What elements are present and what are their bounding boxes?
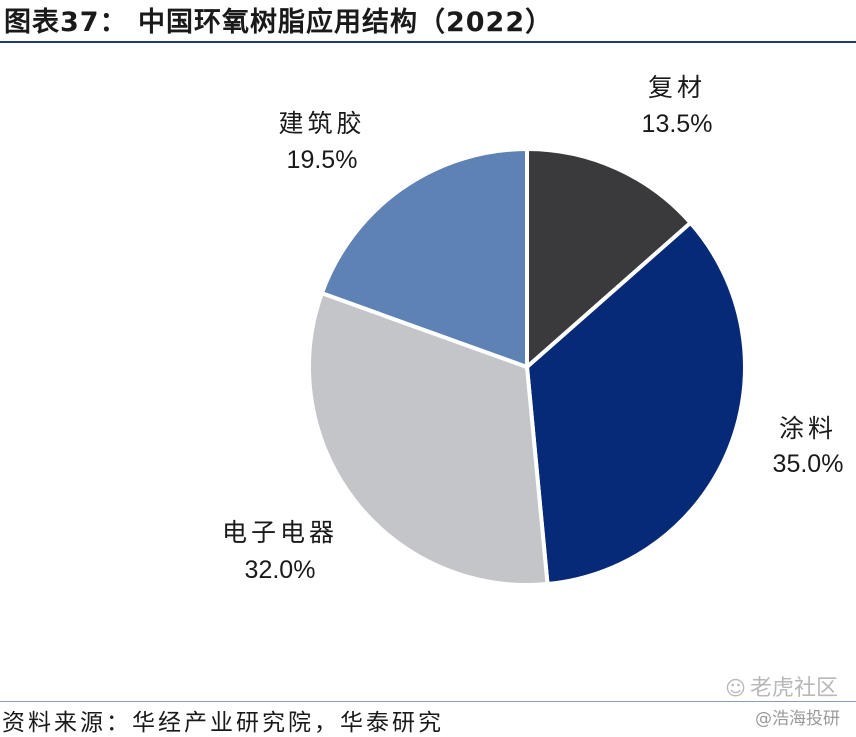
pie-slice-3 (307, 291, 550, 587)
slice-value-label: 13.5% (642, 110, 713, 138)
pie-slices (307, 147, 747, 587)
watermark-brand-text: 老虎社区 (749, 676, 838, 701)
slice-name-label: 建筑胶 (278, 109, 365, 138)
slice-value-label: 19.5% (287, 146, 358, 174)
watermark-account: @浩海投研 (755, 709, 840, 729)
pie-slice-1 (525, 147, 693, 369)
pie-chart: 复材 13.5% 涂料 35.0% 电子电器 32.0% 建筑胶 19.5% (222, 73, 843, 587)
slice-value-label: 35.0% (773, 450, 844, 478)
slice-name-label: 电子电器 (222, 518, 338, 547)
tiger-community-icon: ☺ (725, 676, 746, 700)
pie-slice-4 (319, 147, 529, 369)
title-divider (0, 41, 856, 43)
source-divider (0, 701, 856, 702)
slice-value-label: 32.0% (245, 556, 316, 584)
pie-labels: 复材 13.5% 涂料 35.0% 电子电器 32.0% 建筑胶 19.5% (222, 73, 843, 584)
chart-title: 图表37： 中国环氧树脂应用结构（2022） (4, 7, 554, 38)
slice-name-label: 涂料 (779, 414, 837, 443)
slice-name-label: 复材 (648, 73, 706, 102)
source-note: 资料来源：华经产业研究院，华泰研究 (2, 710, 444, 736)
pie-slice-2 (525, 220, 747, 587)
watermark-brand: ☺ 老虎社区 (725, 670, 838, 702)
